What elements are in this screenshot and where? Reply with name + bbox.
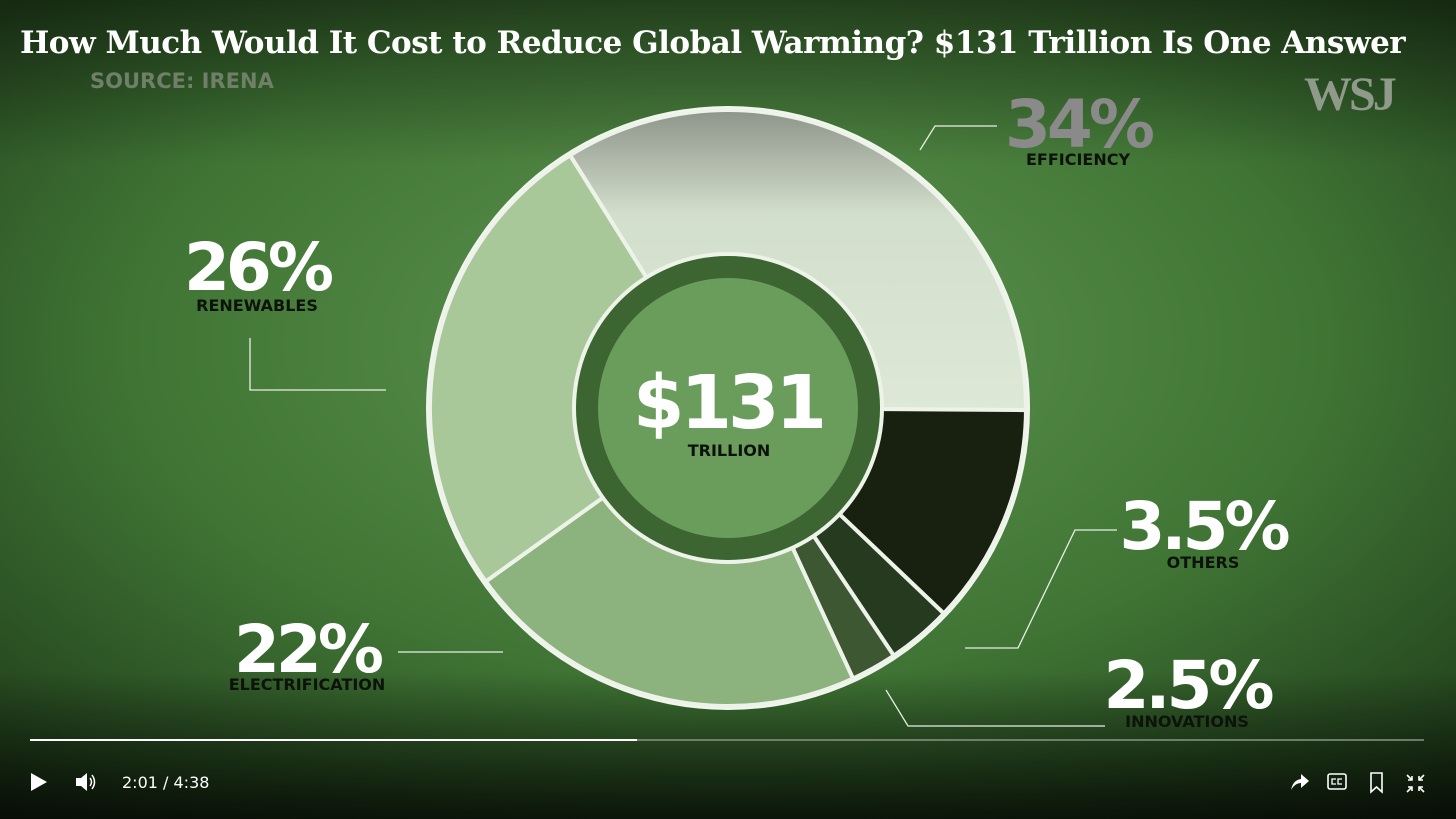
value-label: 34% [1005,86,1154,163]
center-sublabel: TRILLION [688,441,771,460]
volume-button[interactable] [76,773,96,791]
captions-glyph [1331,778,1342,785]
brand-logo: WSJ [1304,68,1396,121]
value-label: 22% [234,611,383,688]
category-label: OTHERS [1167,553,1240,572]
volume-waves [89,774,96,790]
leader-line [919,125,997,151]
leader-line [249,338,386,391]
source: SOURCE: IRENA [90,69,275,93]
center-value: $131 [633,360,823,446]
category-label: EFFICIENCY [1026,150,1131,169]
leader-line [885,689,1105,727]
captions-button[interactable] [1327,773,1347,790]
category-label: INNOVATIONS [1125,712,1249,731]
center-disc [598,278,858,538]
category-label: RENEWABLES [196,296,318,315]
value-label: 26% [184,229,333,306]
leader-line [965,529,1117,649]
bookmark-button[interactable] [1370,772,1383,794]
category-label: ELECTRIFICATION [229,675,386,694]
title: How Much Would It Cost to Reduce Global … [20,25,1406,61]
share-button[interactable] [1291,774,1309,790]
donut [428,108,1028,708]
value-label: 3.5% [1119,488,1289,565]
time-display: 2:01 / 4:38 [122,773,209,792]
play-button[interactable] [31,773,47,791]
captions-icon [1327,773,1347,790]
labels: 34%EFFICIENCY 3.5%OTHERS 2.5%INNOVATIONS 22… [184,86,1293,731]
value-label: 2.5% [1103,647,1273,724]
fullscreen-exit-button[interactable] [1406,774,1425,793]
volume-icon [76,773,87,791]
